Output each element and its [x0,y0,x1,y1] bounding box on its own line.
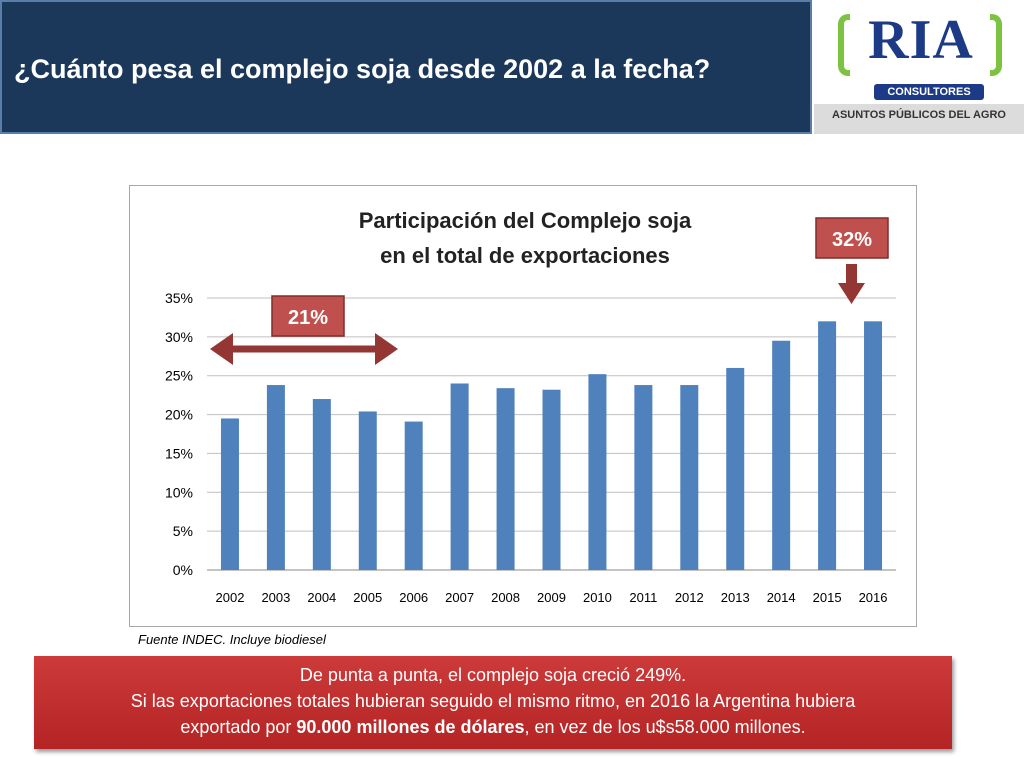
x-tick-label: 2012 [675,590,704,605]
label-32-box [815,217,889,259]
x-tick-label: 2009 [537,590,566,605]
bar-2007 [450,383,469,570]
ria-logo: RIA CONSULTORES ASUNTOS PÚBLICOS DEL AGR… [814,0,1024,134]
x-tick-label: 2014 [767,590,796,605]
label-32-text: 32% [832,229,872,251]
y-tick-label: 0% [173,562,193,578]
summary-line-3-post: , en vez de los u$s58.000 millones. [524,717,806,737]
y-tick-label: 5% [173,523,193,539]
page-title: ¿Cuánto pesa el complejo soja desde 2002… [14,54,711,84]
y-tick-label: 35% [165,290,193,306]
logo-left-bracket [838,14,850,76]
logo-subtitle: CONSULTORES [874,84,984,100]
x-tick-label: 2010 [583,590,612,605]
x-tick-label: 2003 [261,590,290,605]
x-tick-label: 2007 [445,590,474,605]
bar-2012 [680,385,699,570]
logo-wordmark: RIA [868,9,974,71]
summary-line-3-pre: exportado por [180,717,297,737]
bar-2009 [542,389,561,570]
source-note: Fuente INDEC. Incluye biodiesel [138,632,326,647]
chart-title-line1: Participación del Complejo soja [359,208,692,233]
chart-annotations: 21% 32% [210,217,889,365]
bar-2002 [220,418,239,570]
bar-2003 [266,385,285,570]
bar-2006 [404,421,423,570]
y-tick-label: 30% [165,329,193,345]
range-arrow-left-head [210,333,233,365]
bar-2004 [312,399,331,570]
bar-2010 [588,374,607,570]
x-tick-label: 2013 [721,590,750,605]
bar-2014 [772,340,791,570]
header-banner: ¿Cuánto pesa el complejo soja desde 2002… [0,0,812,134]
y-axis-ticks: 0% 5% 10% 15% 20% 25% 30% 35% [165,290,193,578]
bar-2011 [634,385,653,570]
bar-2016 [864,321,883,570]
x-tick-label: 2004 [307,590,336,605]
label-21-text: 21% [288,307,328,329]
bar-chart: Participación del Complejo soja en el to… [165,208,896,605]
x-tick-label: 2002 [216,590,245,605]
x-tick-label: 2008 [491,590,520,605]
x-tick-label: 2011 [629,590,657,605]
y-tick-label: 20% [165,407,193,423]
summary-line-1: De punta a punta, el complejo soja creci… [299,665,687,685]
chart-bars [220,321,883,570]
range-arrow-right-head [375,333,398,365]
bar-2013 [726,367,745,570]
bar-2005 [358,411,377,570]
logo-right-bracket [990,14,1002,76]
bar-2015 [818,321,837,570]
y-tick-label: 25% [165,368,193,384]
y-tick-label: 15% [165,445,193,461]
x-tick-label: 2005 [353,590,382,605]
chart-title-line2: en el total de exportaciones [380,243,670,268]
down-arrow-shaft [846,264,857,286]
x-tick-label: 2006 [399,590,428,605]
bar-2008 [496,388,515,570]
x-axis-ticks: 2002 2003 2004 2005 2006 2007 2008 2009 2010 2011… [216,590,888,605]
summary-line-3: exportado por 90.000 millones de dólares… [34,714,952,740]
summary-line-2: Si las exportaciones totales hubieran se… [130,691,856,711]
x-tick-label: 2016 [859,590,888,605]
label-21-box [271,295,345,337]
logo-tagline: ASUNTOS PÚBLICOS DEL AGRO [814,104,1024,134]
chart-container: Participación del Complejo soja en el to… [129,185,917,627]
y-tick-label: 10% [165,484,193,500]
x-tick-label: 2015 [813,590,842,605]
summary-highlight: 90.000 millones de dólares [296,717,525,737]
down-arrow-head [838,283,865,304]
summary-box: De punta a punta, el complejo soja creci… [34,656,952,749]
